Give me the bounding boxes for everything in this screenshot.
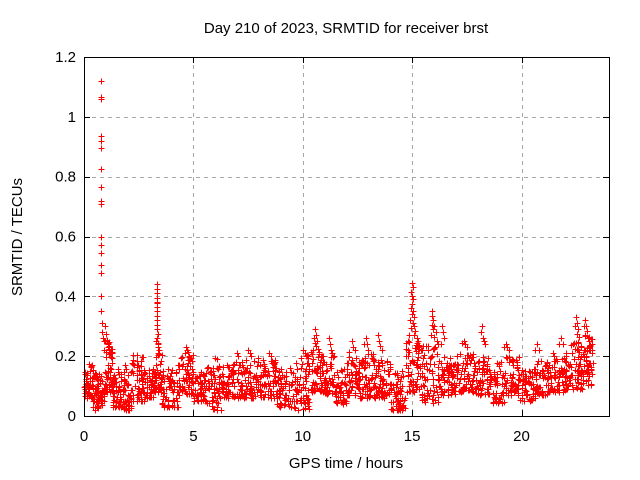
chart-title: Day 210 of 2023, SRMTID for receiver brs…	[204, 20, 489, 37]
y-tick-label: 0.6	[55, 229, 76, 246]
y-axis-label: SRMTID / TECUs	[9, 178, 26, 296]
y-tick-label: 1	[68, 109, 76, 126]
y-tick-label: 1.2	[55, 49, 76, 66]
grid-lines	[84, 57, 609, 416]
x-axis-label: GPS time / hours	[289, 455, 403, 472]
y-tick-label: 0.4	[55, 288, 76, 305]
x-tick-label: 0	[80, 428, 88, 445]
axis-tick-labels-layer: 0 5 10 15 20 0 0.2 0.4 0.6 0.8 1 1.2	[55, 49, 530, 445]
y-tick-label: 0.2	[55, 348, 76, 365]
x-tick-label: 10	[294, 428, 311, 445]
axis-ticks-layer	[84, 57, 609, 417]
x-tick-label: 5	[189, 428, 197, 445]
x-tick-label: 20	[513, 428, 530, 445]
y-tick-label: 0.8	[55, 169, 76, 186]
scatter-points-layer	[81, 78, 597, 414]
x-tick-label: 15	[404, 428, 421, 445]
y-tick-label: 0	[68, 408, 76, 425]
scatter-points	[81, 78, 597, 414]
